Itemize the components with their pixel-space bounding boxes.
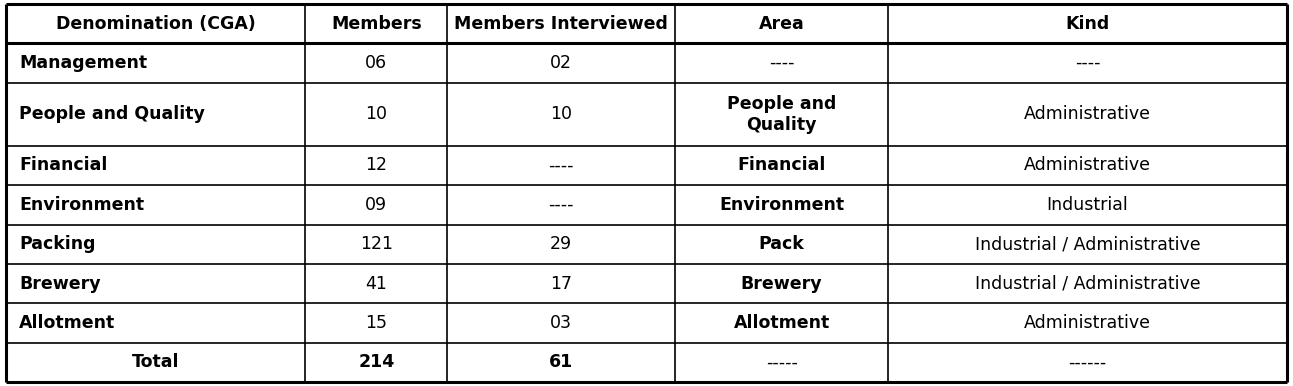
Text: Industrial / Administrative: Industrial / Administrative <box>975 235 1200 253</box>
Text: Members: Members <box>331 15 422 32</box>
Text: Kind: Kind <box>1065 15 1109 32</box>
Text: 15: 15 <box>365 314 388 332</box>
Text: Administrative: Administrative <box>1024 314 1151 332</box>
Text: Packing: Packing <box>19 235 96 253</box>
Text: People and
Quality: People and Quality <box>727 95 837 134</box>
Text: 03: 03 <box>550 314 573 332</box>
Text: 02: 02 <box>550 54 573 72</box>
Text: Brewery: Brewery <box>741 274 822 293</box>
Text: 41: 41 <box>366 274 387 293</box>
Text: Members Interviewed: Members Interviewed <box>454 15 668 32</box>
Text: 10: 10 <box>550 105 573 123</box>
Text: 61: 61 <box>550 354 573 371</box>
Text: Industrial / Administrative: Industrial / Administrative <box>975 274 1200 293</box>
Text: Environment: Environment <box>719 196 844 214</box>
Text: Brewery: Brewery <box>19 274 101 293</box>
Text: Financial: Financial <box>737 156 826 174</box>
Text: People and Quality: People and Quality <box>19 105 206 123</box>
Text: Total: Total <box>132 354 180 371</box>
Text: 17: 17 <box>550 274 573 293</box>
Text: Allotment: Allotment <box>733 314 830 332</box>
Text: 10: 10 <box>365 105 388 123</box>
Text: Administrative: Administrative <box>1024 105 1151 123</box>
Text: -----: ----- <box>765 354 798 371</box>
Text: ------: ------ <box>1068 354 1107 371</box>
Text: Denomination (CGA): Denomination (CGA) <box>56 15 256 32</box>
Text: 214: 214 <box>358 354 394 371</box>
Text: ----: ---- <box>769 54 794 72</box>
Text: 09: 09 <box>365 196 388 214</box>
Text: Management: Management <box>19 54 147 72</box>
Text: Administrative: Administrative <box>1024 156 1151 174</box>
Text: 12: 12 <box>365 156 388 174</box>
Text: Financial: Financial <box>19 156 107 174</box>
Text: ----: ---- <box>1074 54 1100 72</box>
Text: ----: ---- <box>548 196 574 214</box>
Text: ----: ---- <box>548 156 574 174</box>
Text: Industrial: Industrial <box>1046 196 1129 214</box>
Text: Environment: Environment <box>19 196 145 214</box>
Text: 06: 06 <box>365 54 388 72</box>
Text: 121: 121 <box>359 235 393 253</box>
Text: Area: Area <box>759 15 804 32</box>
Text: 29: 29 <box>550 235 573 253</box>
Text: Allotment: Allotment <box>19 314 115 332</box>
Text: Pack: Pack <box>759 235 804 253</box>
